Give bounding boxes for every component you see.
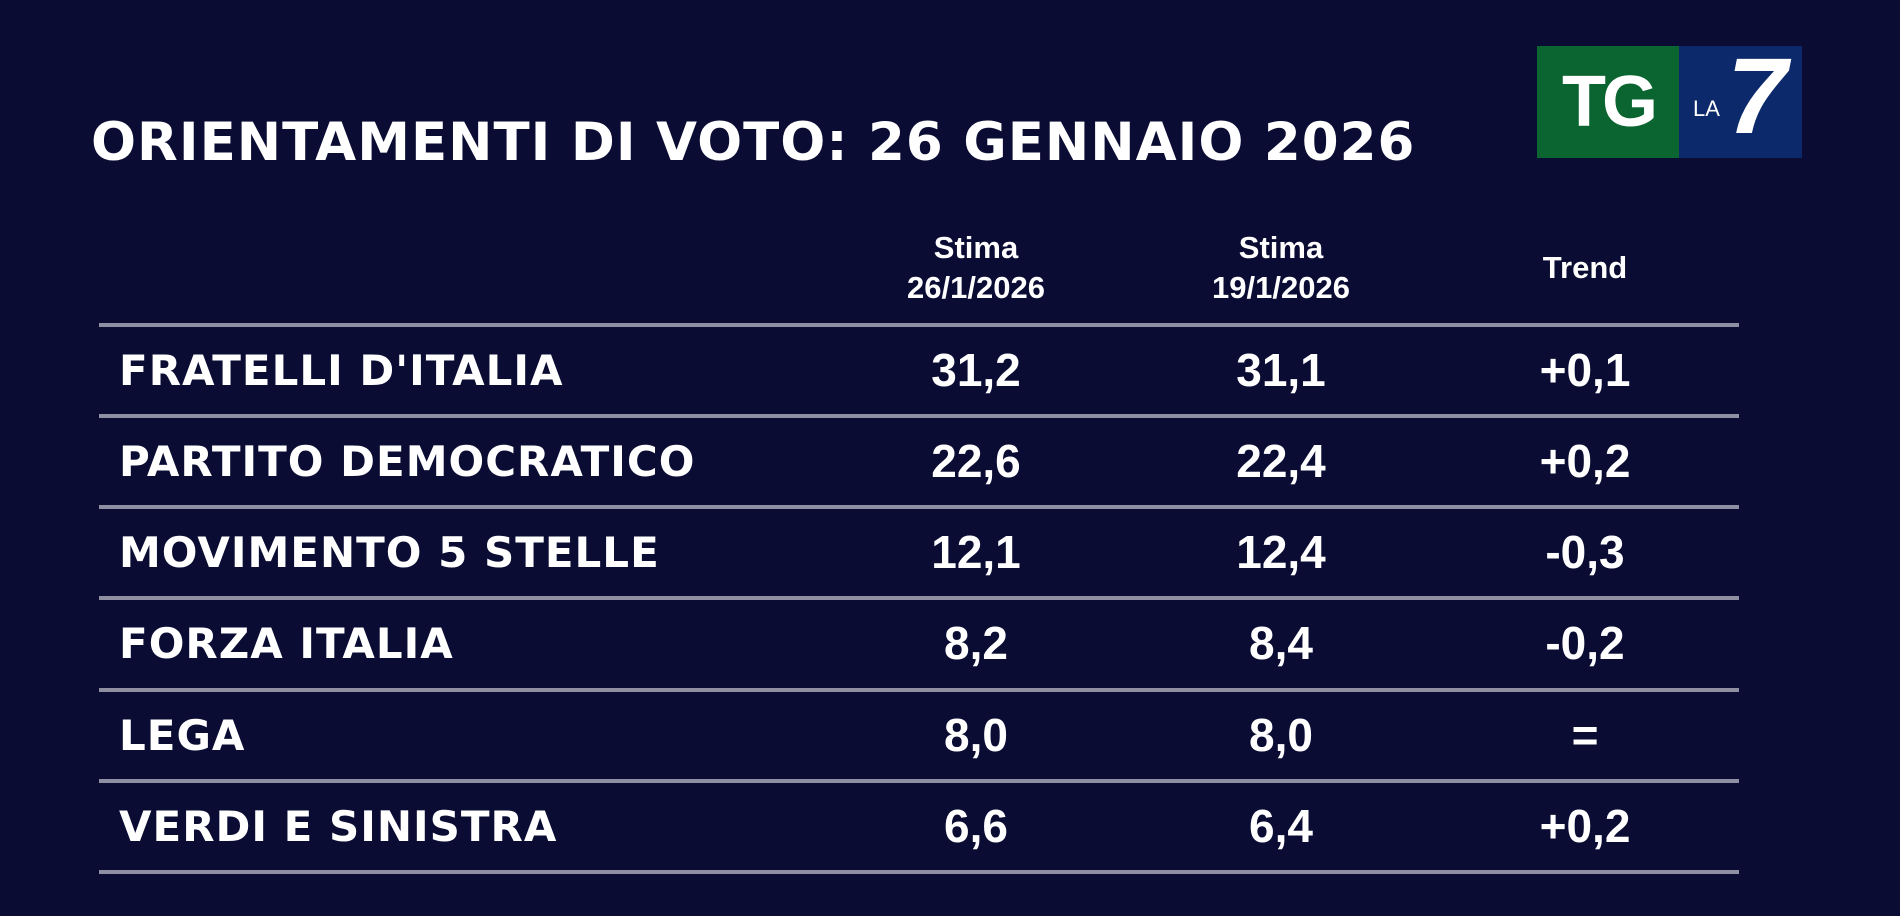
logo-la: LA <box>1693 96 1720 121</box>
header-previous: Stima 19/1/2026 <box>1212 228 1350 308</box>
row-divider <box>99 323 1739 327</box>
row-divider <box>99 779 1739 783</box>
table-row: FORZA ITALIA 8,2 8,4 -0,2 <box>0 600 1900 687</box>
row-divider <box>99 414 1739 418</box>
header-current-date: 26/1/2026 <box>907 270 1045 305</box>
page-title: ORIENTAMENTI DI VOTO: 26 GENNAIO 2026 <box>91 112 1416 173</box>
table-row: LEGA 8,0 8,0 = <box>0 692 1900 779</box>
previous-value: 31,1 <box>1236 344 1326 396</box>
trend-value: +0,2 <box>1539 435 1631 487</box>
trend-value: +0,1 <box>1539 344 1631 396</box>
previous-value: 6,4 <box>1249 800 1313 852</box>
header-current: Stima 26/1/2026 <box>907 228 1045 308</box>
header-previous-label: Stima <box>1238 230 1324 265</box>
current-value: 31,2 <box>931 344 1021 396</box>
tgla7-logo: TG LA 7 <box>1537 42 1802 158</box>
party-name: FRATELLI D'ITALIA <box>119 346 564 395</box>
party-name: MOVIMENTO 5 STELLE <box>119 528 660 577</box>
logo-la7: LA 7 <box>1679 42 1802 158</box>
current-value: 6,6 <box>944 800 1008 852</box>
header-current-label: Stima <box>933 230 1019 265</box>
row-divider <box>99 688 1739 692</box>
previous-value: 12,4 <box>1236 526 1326 578</box>
row-divider <box>99 596 1739 600</box>
trend-value: +0,2 <box>1539 800 1631 852</box>
previous-value: 8,4 <box>1249 617 1313 669</box>
party-name: VERDI E SINISTRA <box>119 802 558 851</box>
logo-tg: TG <box>1537 46 1679 158</box>
trend-value: = <box>1571 709 1599 761</box>
row-divider <box>99 870 1739 874</box>
table-row: MOVIMENTO 5 STELLE 12,1 12,4 -0,3 <box>0 509 1900 596</box>
trend-value: -0,2 <box>1545 617 1625 669</box>
table-row: FRATELLI D'ITALIA 31,2 31,1 +0,1 <box>0 327 1900 414</box>
previous-value: 22,4 <box>1236 435 1326 487</box>
trend-value: -0,3 <box>1545 526 1625 578</box>
header-trend: Trend <box>1542 250 1628 285</box>
party-name: LEGA <box>119 711 246 760</box>
party-name: FORZA ITALIA <box>119 619 454 668</box>
current-value: 22,6 <box>931 435 1021 487</box>
current-value: 8,2 <box>944 617 1008 669</box>
previous-value: 8,0 <box>1249 709 1313 761</box>
logo-seven: 7 <box>1727 35 1788 156</box>
header-previous-date: 19/1/2026 <box>1212 270 1350 305</box>
row-divider <box>99 505 1739 509</box>
table-row: PARTITO DEMOCRATICO 22,6 22,4 +0,2 <box>0 418 1900 505</box>
current-value: 12,1 <box>931 526 1021 578</box>
current-value: 8,0 <box>944 709 1008 761</box>
party-name: PARTITO DEMOCRATICO <box>119 437 696 486</box>
table-row: VERDI E SINISTRA 6,6 6,4 +0,2 <box>0 783 1900 870</box>
